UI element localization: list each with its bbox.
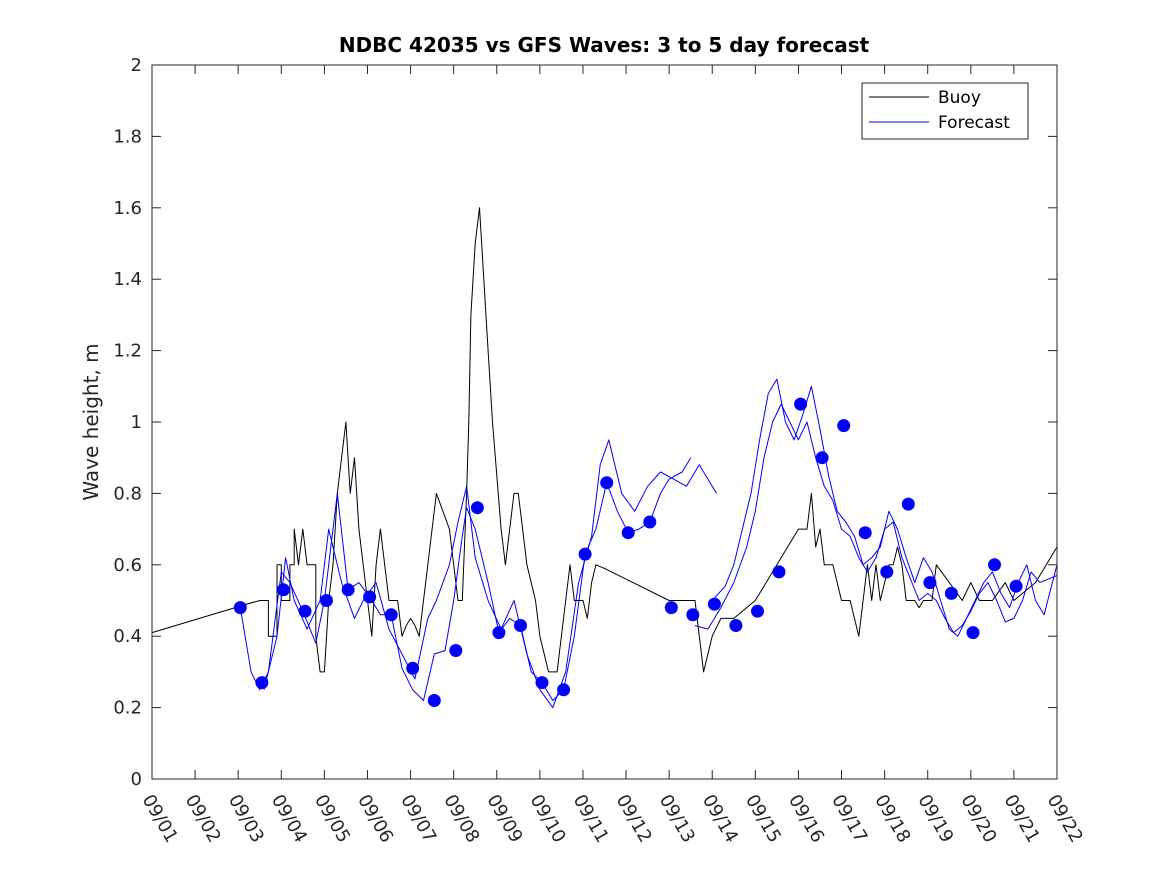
forecast-marker xyxy=(600,476,614,490)
legend-label-buoy: Buoy xyxy=(938,88,981,108)
legend-box xyxy=(861,82,1029,140)
forecast-marker xyxy=(363,590,377,604)
forecast-marker xyxy=(470,501,484,515)
y-tick-label: 1.6 xyxy=(113,198,142,219)
forecast-marker xyxy=(233,601,247,615)
forecast-marker xyxy=(686,608,700,622)
plot-area xyxy=(152,65,1057,779)
buoy-series-line xyxy=(151,207,1058,673)
forecast-marker xyxy=(944,586,958,600)
y-tick-label: 0.8 xyxy=(113,483,142,504)
forecast-marker xyxy=(1009,579,1023,593)
forecast-marker xyxy=(794,397,808,411)
forecast-series-line-2 xyxy=(263,439,717,709)
forecast-marker xyxy=(707,597,721,611)
series-layer xyxy=(151,207,1058,709)
forecast-marker xyxy=(449,644,463,657)
y-axis-label: Wave height, m xyxy=(79,343,103,500)
forecast-marker xyxy=(276,583,290,597)
forecast-marker xyxy=(578,547,592,561)
forecast-marker xyxy=(621,526,635,540)
forecast-marker xyxy=(664,601,678,615)
forecast-marker xyxy=(751,604,764,618)
forecast-marker xyxy=(988,558,1001,572)
forecast-marker xyxy=(966,626,980,640)
y-tick-label: 1.2 xyxy=(113,341,142,362)
y-tick-label: 0.6 xyxy=(113,555,142,576)
forecast-marker xyxy=(492,626,506,640)
forecast-marker xyxy=(557,683,571,697)
forecast-marker xyxy=(901,497,915,511)
forecast-marker xyxy=(772,565,786,579)
legend: Buoy Forecast xyxy=(861,82,1029,140)
forecast-marker xyxy=(837,419,851,433)
chart-title: NDBC 42035 vs GFS Waves: 3 to 5 day fore… xyxy=(339,33,870,57)
forecast-marker xyxy=(406,661,420,675)
forecast-series-line-1 xyxy=(239,457,692,701)
forecast-marker xyxy=(643,515,657,529)
legend-label-forecast: Forecast xyxy=(938,113,1010,133)
forecast-marker xyxy=(858,526,872,540)
plot-frame xyxy=(151,64,1058,780)
forecast-marker xyxy=(384,608,398,622)
forecast-marker xyxy=(255,676,269,690)
forecast-marker xyxy=(320,594,333,607)
forecast-marker xyxy=(815,451,829,465)
y-tick-label: 0.4 xyxy=(113,626,142,647)
forecast-marker xyxy=(880,565,894,579)
y-tick-label: 1.8 xyxy=(113,126,142,147)
y-tick-label: 2 xyxy=(131,55,142,76)
y-tick-label: 0 xyxy=(131,769,142,790)
axis-ticks xyxy=(151,64,1058,780)
y-tick-label: 1.4 xyxy=(113,269,142,290)
y-tick-label: 0.2 xyxy=(113,698,142,719)
forecast-marker xyxy=(298,604,312,618)
forecast-marker xyxy=(535,676,549,690)
forecast-series-line-4 xyxy=(694,403,1058,634)
forecast-marker xyxy=(923,576,937,590)
forecast-marker xyxy=(427,694,441,707)
y-tick-label: 1 xyxy=(131,412,142,433)
forecast-marker xyxy=(514,619,527,632)
y-tick-labels: 0 0.2 0.4 0.6 0.8 1 1.2 1.4 1.6 1.8 2 xyxy=(113,55,142,790)
forecast-marker xyxy=(729,619,743,632)
marker-layer xyxy=(233,397,1023,707)
forecast-marker xyxy=(341,583,355,597)
